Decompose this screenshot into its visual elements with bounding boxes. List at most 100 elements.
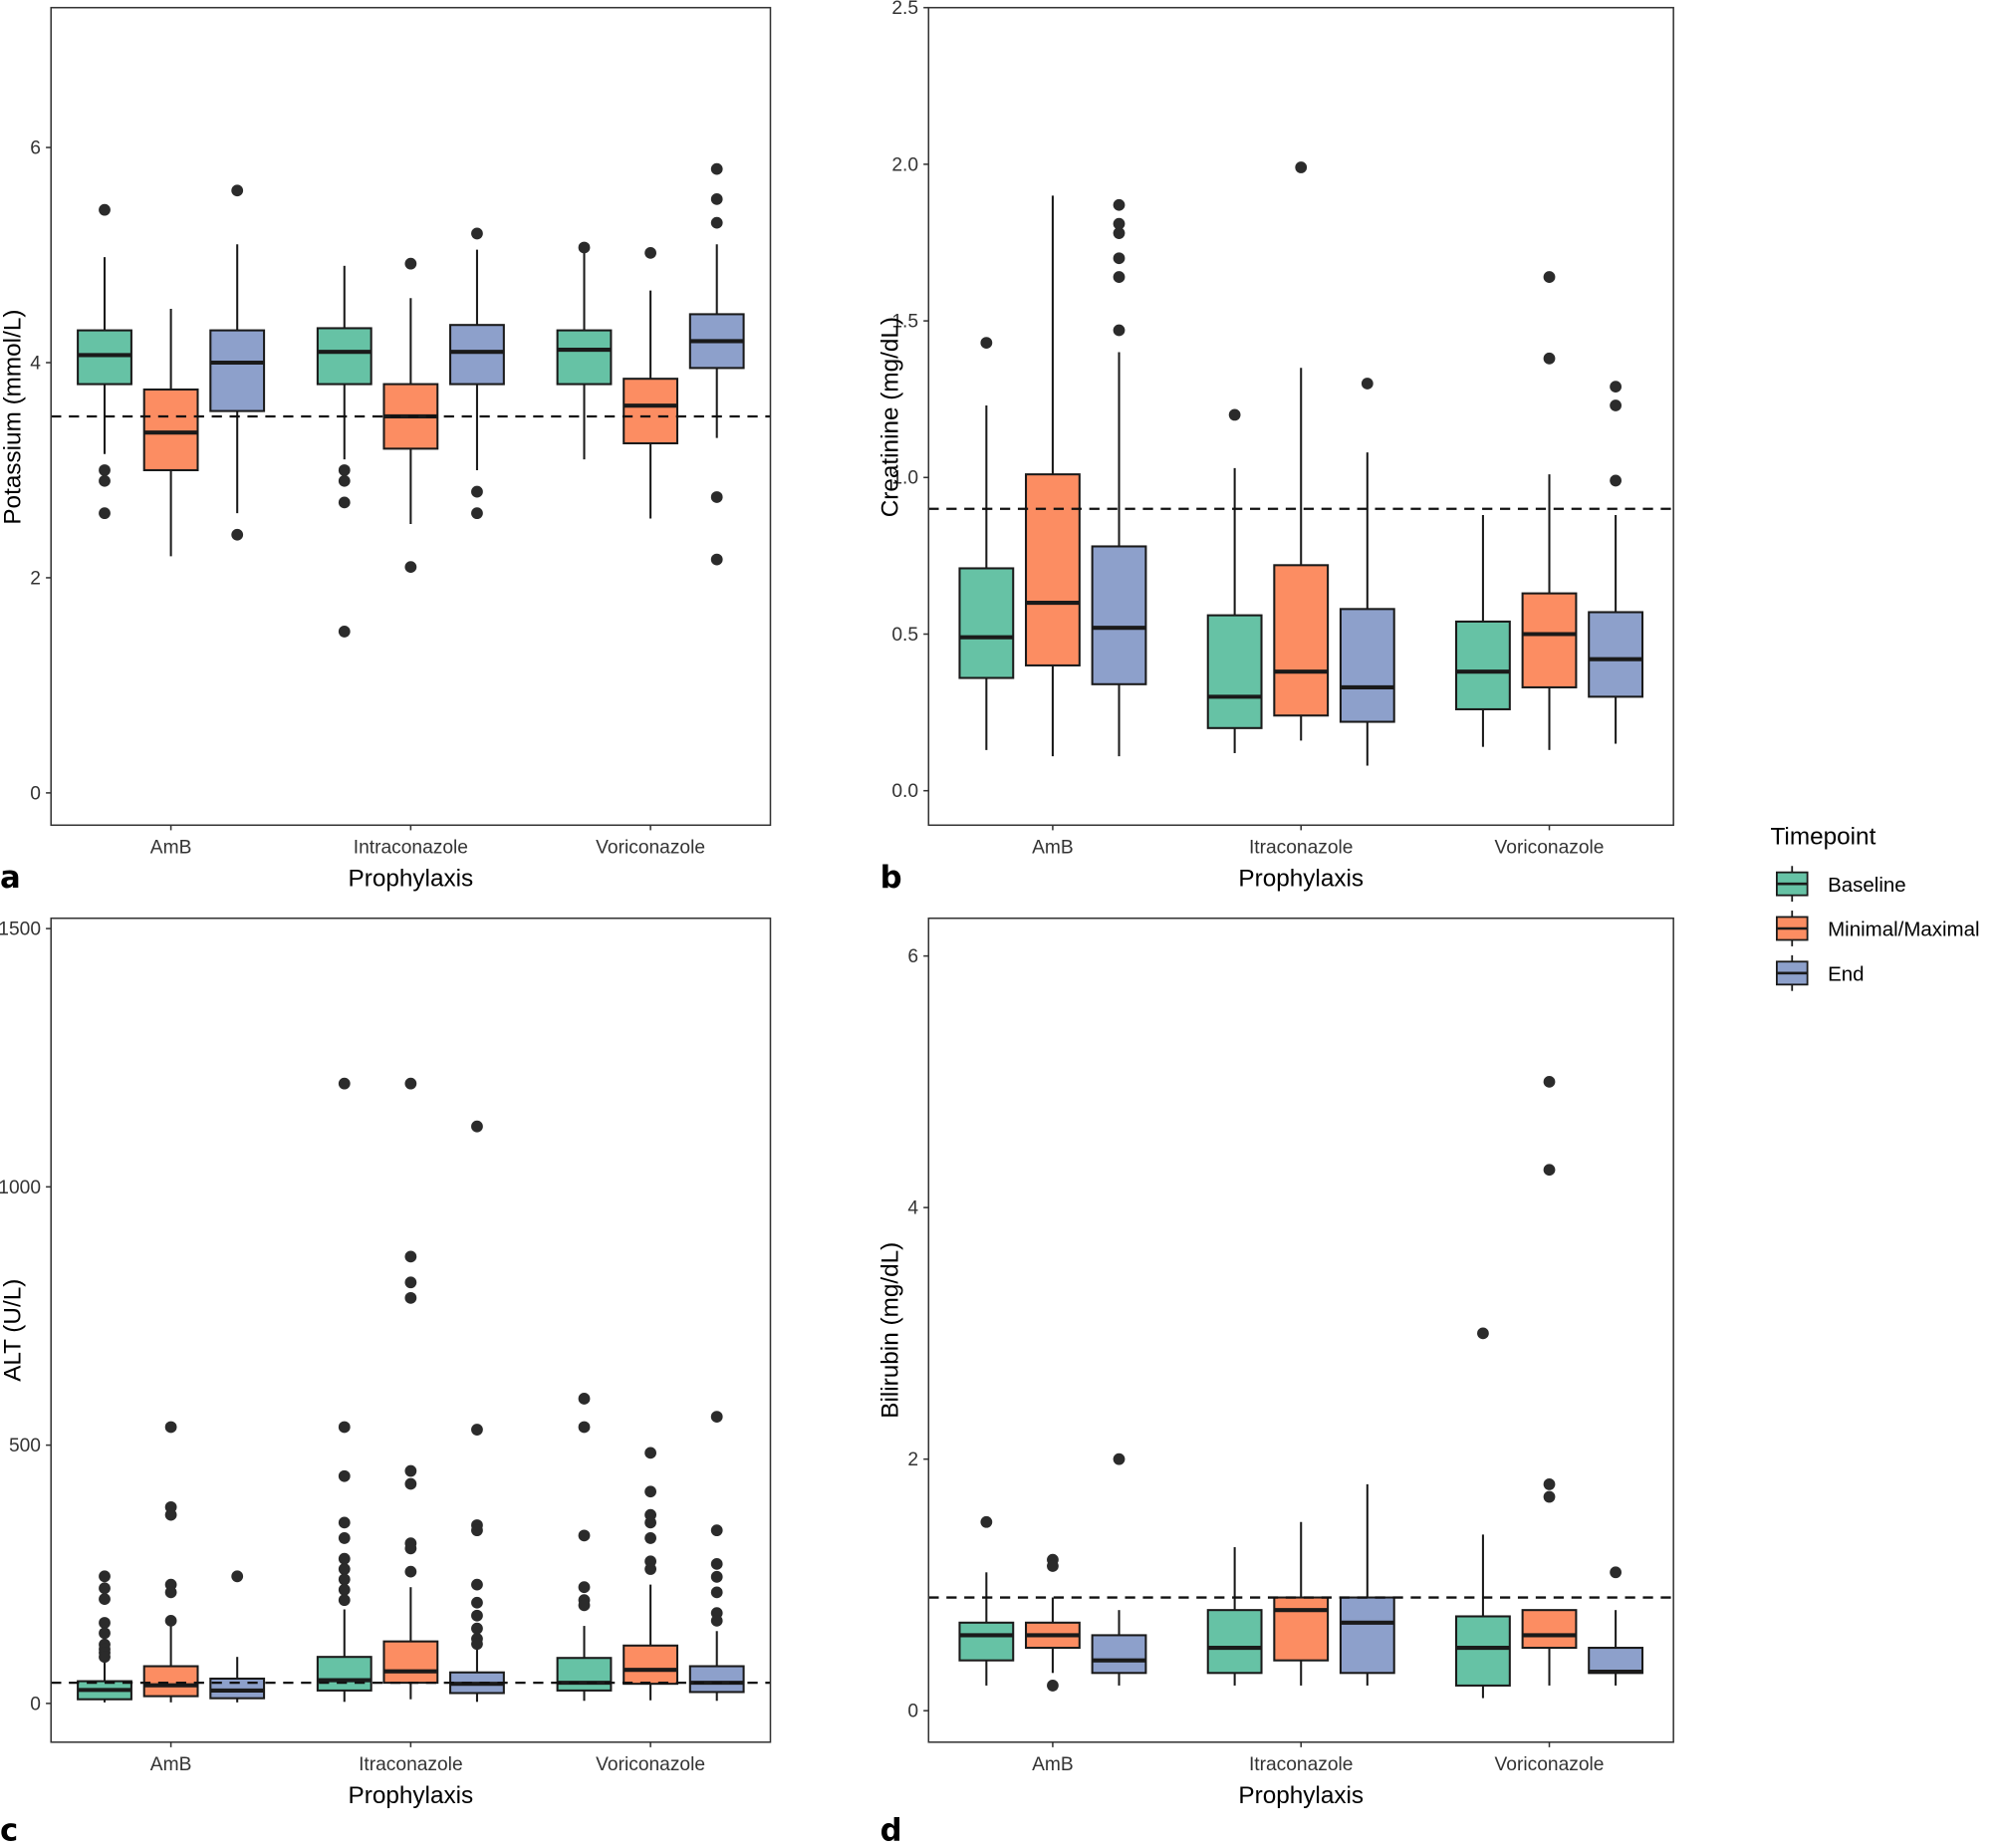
outlier-point <box>710 1570 723 1583</box>
box-iqr <box>958 1621 1015 1662</box>
box-minimal-maximal-itraconazole <box>1273 161 1330 741</box>
legend-item-minimal-maximal: Minimal/Maximal <box>1775 911 1980 946</box>
box-minimal-maximal-itraconazole <box>1273 1521 1330 1686</box>
outlier-point <box>710 162 723 175</box>
outlier-point <box>578 1599 591 1612</box>
box-baseline-voriconazole <box>1455 1327 1511 1699</box>
x-tick-label: Itraconazole <box>1249 837 1354 858</box>
outlier-point <box>471 1120 483 1133</box>
outlier-point <box>1113 324 1125 337</box>
outlier-point <box>471 1424 483 1436</box>
outlier-point <box>710 1615 723 1627</box>
outlier-point <box>710 1524 723 1537</box>
outlier-point <box>471 227 483 240</box>
box-baseline-voriconazole <box>556 1393 613 1702</box>
outlier-point <box>338 1516 351 1529</box>
y-axis-title: Bilirubin (mg/dL) <box>877 1242 904 1419</box>
legend-label: Baseline <box>1828 874 1906 897</box>
box-baseline-itraconazole <box>316 1077 373 1703</box>
outlier-point <box>1361 378 1374 390</box>
outlier-point <box>578 241 591 254</box>
box-iqr <box>623 378 679 445</box>
box-iqr <box>1025 473 1081 666</box>
legend-item-end: End <box>1775 954 1865 991</box>
x-axis-title: Prophylaxis <box>1238 866 1364 893</box>
box-end-voriconazole <box>688 162 745 566</box>
y-tick-label: 0.0 <box>891 781 918 802</box>
box-iqr <box>1206 1609 1263 1675</box>
x-tick-label: Itraconazole <box>359 1754 463 1775</box>
outlier-point <box>471 1609 483 1622</box>
x-axis-title: Prophylaxis <box>349 866 474 893</box>
y-tick-label: 2 <box>30 568 41 589</box>
outlier-point <box>1113 1452 1125 1465</box>
box-iqr <box>209 1677 266 1700</box>
x-tick-label: Voriconazole <box>1495 1754 1605 1775</box>
x-tick-label: AmB <box>150 837 192 858</box>
outlier-point <box>644 1532 657 1544</box>
outlier-point <box>710 1557 723 1570</box>
box-iqr <box>623 1644 679 1686</box>
plot-frame <box>927 917 1674 1743</box>
outlier-point <box>1228 408 1241 421</box>
y-tick-label: 2.0 <box>891 154 918 175</box>
box-iqr <box>1521 592 1578 688</box>
box-minimal-maximal-voriconazole <box>1521 1075 1578 1686</box>
x-tick-label: AmB <box>1032 1754 1074 1775</box>
outlier-point <box>338 496 351 509</box>
y-tick-label: 4 <box>907 1198 918 1219</box>
box-minimal-maximal-voriconazole <box>623 246 679 519</box>
outlier-point <box>644 1516 657 1529</box>
x-axis-title: Prophylaxis <box>349 1782 474 1809</box>
plot-frame <box>927 6 1674 827</box>
outlier-point <box>99 507 111 520</box>
outlier-point <box>1295 161 1308 173</box>
outlier-point <box>1047 1560 1059 1572</box>
box-minimal-maximal-amb <box>142 309 199 557</box>
y-tick-label: 1.5 <box>891 311 918 332</box>
box-minimal-maximal-voriconazole <box>623 1447 679 1701</box>
outlier-point <box>404 1291 417 1304</box>
outlier-point <box>404 1250 417 1263</box>
outlier-point <box>1047 1680 1059 1692</box>
outlier-point <box>99 474 111 487</box>
outlier-point <box>1543 352 1556 365</box>
outlier-point <box>644 1563 657 1575</box>
y-tick-label: 2 <box>907 1450 918 1470</box>
outlier-point <box>338 474 351 487</box>
outlier-point <box>338 1563 351 1575</box>
box-iqr <box>958 567 1015 679</box>
outlier-point <box>164 1586 177 1599</box>
box-iqr <box>1273 564 1330 717</box>
box-end-voriconazole <box>1588 381 1644 744</box>
outlier-point <box>338 1077 351 1090</box>
legend-label: End <box>1828 962 1864 985</box>
x-tick-label: Voriconazole <box>596 1754 705 1775</box>
panel-label: a <box>0 860 21 896</box>
box-baseline-amb <box>958 1515 1015 1686</box>
box-iqr <box>556 329 613 386</box>
panel-label: c <box>0 1812 18 1848</box>
box-iqr <box>1339 1596 1395 1675</box>
outlier-point <box>404 1565 417 1578</box>
outlier-point <box>1113 217 1125 230</box>
panel-d: 0 2 4 6 AmB Itraconazole Voriconazole Prophylax… <box>877 917 1674 1848</box>
outlier-point <box>644 1447 657 1459</box>
y-tick-label: 0 <box>907 1702 918 1722</box>
outlier-point <box>338 626 351 638</box>
box-iqr <box>1455 620 1511 710</box>
panel-b: 0.0 0.5 1.0 1.5 2.0 2.5 AmB Itraconazole Voricon… <box>877 0 1674 896</box>
box-baseline-voriconazole <box>1455 515 1511 747</box>
box-iqr <box>688 1665 745 1694</box>
outlier-point <box>338 1469 351 1482</box>
box-minimal-maximal-voriconazole <box>1521 271 1578 750</box>
outlier-point <box>471 1596 483 1609</box>
y-tick-label: 1000 <box>0 1178 41 1198</box>
outlier-point <box>338 1532 351 1544</box>
y-tick-label: 0.5 <box>891 625 918 646</box>
y-tick-label: 0 <box>30 1694 41 1715</box>
box-end-itraconazole <box>1339 1483 1395 1686</box>
box-end-itraconazole <box>449 1120 505 1703</box>
outlier-point <box>710 1411 723 1423</box>
